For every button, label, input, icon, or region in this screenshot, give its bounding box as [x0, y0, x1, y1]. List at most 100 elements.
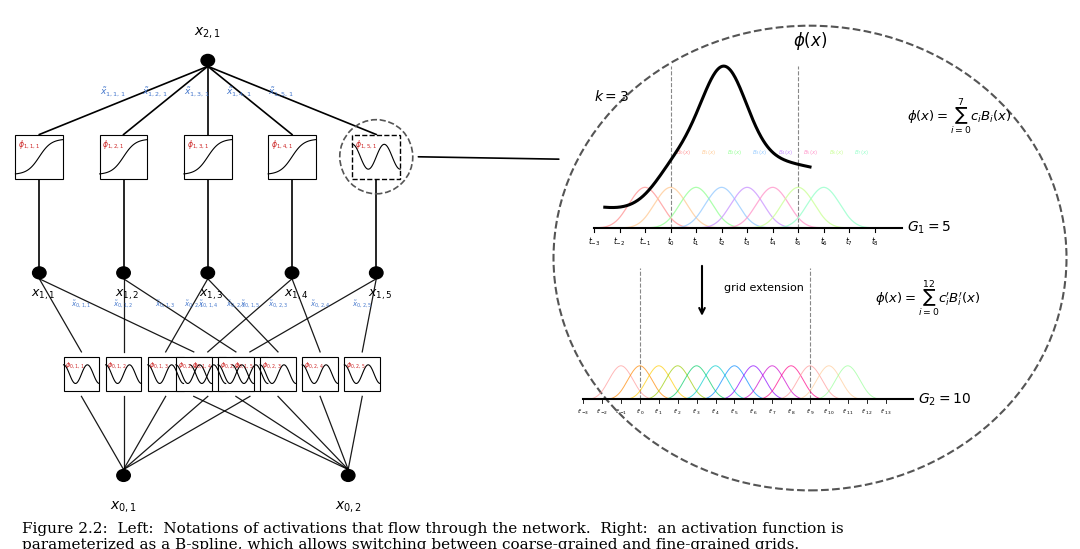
Text: $\phi_{0,1,4}$: $\phi_{0,1,4}$	[191, 360, 212, 370]
Text: $t_4$: $t_4$	[769, 236, 777, 248]
Text: $B_0(x)$: $B_0(x)$	[676, 148, 691, 157]
Text: $\tilde{x}_{0,1,4}$: $\tilde{x}_{0,1,4}$	[198, 299, 218, 310]
FancyBboxPatch shape	[352, 135, 401, 179]
Text: $G_1 = 5$: $G_1 = 5$	[907, 220, 951, 236]
Text: $\tilde{x}_{0,1,1}$: $\tilde{x}_{0,1,1}$	[71, 299, 92, 310]
FancyBboxPatch shape	[106, 357, 141, 391]
Text: $\phi_{0,1,5}$: $\phi_{0,1,5}$	[233, 360, 253, 370]
FancyBboxPatch shape	[15, 135, 64, 179]
Text: $B_2(x)$: $B_2(x)$	[727, 148, 742, 157]
Text: $t'_{12}$: $t'_{12}$	[861, 407, 873, 417]
Text: $x_{0,1}$: $x_{0,1}$	[110, 500, 137, 515]
Text: $x_{1,2}$: $x_{1,2}$	[116, 288, 139, 302]
Circle shape	[32, 267, 46, 279]
Text: $\phi_{0,1,3}$: $\phi_{0,1,3}$	[149, 360, 170, 370]
FancyBboxPatch shape	[190, 357, 226, 391]
Text: $t'_{11}$: $t'_{11}$	[842, 407, 853, 417]
Text: $\tilde{x}_{1,3,1}$: $\tilde{x}_{1,3,1}$	[184, 86, 210, 99]
Text: $\tilde{x}_{0,2,4}$: $\tilde{x}_{0,2,4}$	[310, 299, 330, 310]
Text: $\phi_{1,3,1}$: $\phi_{1,3,1}$	[187, 138, 208, 152]
Text: $B_1(x)$: $B_1(x)$	[701, 148, 716, 157]
Text: $\phi_{0,2,5}$: $\phi_{0,2,5}$	[346, 360, 365, 370]
Text: Figure 2.2:  Left:  Notations of activations that flow through the network.  Rig: Figure 2.2: Left: Notations of activatio…	[22, 522, 843, 549]
Text: $\tilde{x}_{0,2,3}$: $\tilde{x}_{0,2,3}$	[268, 299, 288, 310]
Text: $t'_{13}$: $t'_{13}$	[880, 407, 891, 417]
Text: $\tilde{x}_{0,1,5}$: $\tilde{x}_{0,1,5}$	[240, 299, 260, 310]
Text: $\phi_{1,5,1}$: $\phi_{1,5,1}$	[355, 138, 377, 152]
Text: $t_{-2}$: $t_{-2}$	[613, 236, 625, 248]
Text: $\phi(x) = \sum_{i=0}^{12} c_i^{\prime} B_i^{\prime}(x)$: $\phi(x) = \sum_{i=0}^{12} c_i^{\prime} …	[875, 278, 981, 319]
FancyBboxPatch shape	[268, 135, 316, 179]
Text: $t'_2$: $t'_2$	[674, 407, 681, 417]
Text: $\tilde{x}_{0,2,5}$: $\tilde{x}_{0,2,5}$	[352, 299, 373, 310]
FancyBboxPatch shape	[176, 357, 212, 391]
Text: $x_{0,2}$: $x_{0,2}$	[335, 500, 362, 515]
Text: $\phi_{0,1,2}$: $\phi_{0,1,2}$	[107, 360, 126, 370]
Text: $t_8$: $t_8$	[870, 236, 879, 248]
Circle shape	[341, 469, 355, 481]
Text: $\phi_{0,2,3}$: $\phi_{0,2,3}$	[261, 360, 282, 370]
Text: $\tilde{x}_{1,5,1}$: $\tilde{x}_{1,5,1}$	[268, 86, 294, 99]
Text: $t_1$: $t_1$	[692, 236, 700, 248]
Text: $x_{2,1}$: $x_{2,1}$	[194, 26, 221, 41]
Text: $t'_{-1}$: $t'_{-1}$	[615, 407, 627, 417]
Text: $x_{1,4}$: $x_{1,4}$	[284, 288, 309, 302]
Text: $t_5$: $t_5$	[794, 236, 802, 248]
FancyBboxPatch shape	[218, 357, 254, 391]
Text: $\tilde{x}_{0,2,1}$: $\tilde{x}_{0,2,1}$	[184, 299, 204, 310]
Text: $\phi(x) = \sum_{i=0}^{7} c_i B_i(x)$: $\phi(x) = \sum_{i=0}^{7} c_i B_i(x)$	[907, 96, 1012, 137]
Text: $\phi_{0,2,1}$: $\phi_{0,2,1}$	[177, 360, 198, 370]
Text: $t_3$: $t_3$	[743, 236, 752, 248]
Text: $t'_9$: $t'_9$	[806, 407, 814, 417]
Text: $t'_{-3}$: $t'_{-3}$	[577, 407, 590, 417]
FancyBboxPatch shape	[148, 357, 184, 391]
Circle shape	[117, 267, 131, 279]
FancyBboxPatch shape	[260, 357, 296, 391]
Text: $t'_1$: $t'_1$	[654, 407, 663, 417]
Text: $\phi_{0,1,1}$: $\phi_{0,1,1}$	[65, 360, 85, 370]
FancyBboxPatch shape	[302, 357, 338, 391]
Text: $B_5(x)$: $B_5(x)$	[804, 148, 819, 157]
FancyBboxPatch shape	[184, 135, 232, 179]
Text: $\phi_{0,2,4}$: $\phi_{0,2,4}$	[303, 360, 324, 370]
Text: $\tilde{x}_{1,2,1}$: $\tilde{x}_{1,2,1}$	[141, 86, 167, 99]
Text: $t'_{-2}$: $t'_{-2}$	[596, 407, 608, 417]
Text: $x_{1,5}$: $x_{1,5}$	[368, 288, 392, 302]
Text: $\tilde{x}_{0,2,2}$: $\tilde{x}_{0,2,2}$	[226, 299, 246, 310]
Text: grid extension: grid extension	[724, 283, 804, 293]
Text: $t'_5$: $t'_5$	[730, 407, 739, 417]
Text: $B_6(x)$: $B_6(x)$	[828, 148, 845, 157]
Text: $t'_0$: $t'_0$	[635, 407, 645, 417]
Text: $k = 3$: $k = 3$	[594, 89, 629, 104]
Text: $x_{1,1}$: $x_{1,1}$	[31, 288, 55, 302]
Text: $\phi(x)$: $\phi(x)$	[793, 30, 827, 52]
FancyBboxPatch shape	[99, 135, 147, 179]
Text: $\tilde{x}_{0,1,3}$: $\tilde{x}_{0,1,3}$	[156, 299, 176, 310]
Text: $B_7(x)$: $B_7(x)$	[854, 148, 869, 157]
Text: $t'_7$: $t'_7$	[768, 407, 777, 417]
Text: $t_{-1}$: $t_{-1}$	[639, 236, 651, 248]
Text: $t'_6$: $t'_6$	[748, 407, 758, 417]
Text: $\phi_{1,2,1}$: $\phi_{1,2,1}$	[103, 138, 124, 152]
Text: $t'_8$: $t'_8$	[786, 407, 796, 417]
Text: $G_2 = 10$: $G_2 = 10$	[918, 391, 971, 408]
Text: $\tilde{x}_{1,1,1}$: $\tilde{x}_{1,1,1}$	[99, 86, 125, 99]
Text: $t'_{10}$: $t'_{10}$	[823, 407, 835, 417]
Text: $\tilde{x}_{1,4,1}$: $\tilde{x}_{1,4,1}$	[226, 86, 252, 99]
Text: $B_4(x)$: $B_4(x)$	[778, 148, 793, 157]
Text: $B_3(x)$: $B_3(x)$	[753, 148, 768, 157]
Circle shape	[201, 54, 215, 66]
Text: $t'_4$: $t'_4$	[711, 407, 720, 417]
Circle shape	[201, 267, 215, 279]
FancyBboxPatch shape	[232, 357, 268, 391]
Text: $x_{1,3}$: $x_{1,3}$	[200, 288, 224, 302]
FancyBboxPatch shape	[64, 357, 99, 391]
Text: $t_{-3}$: $t_{-3}$	[588, 236, 600, 248]
Text: $\phi_{1,1,1}$: $\phi_{1,1,1}$	[18, 138, 40, 152]
Text: $t_7$: $t_7$	[846, 236, 853, 248]
Text: $t'_3$: $t'_3$	[692, 407, 701, 417]
Text: $t_0$: $t_0$	[666, 236, 675, 248]
Circle shape	[117, 469, 131, 481]
Text: $\phi_{0,2,2}$: $\phi_{0,2,2}$	[219, 360, 239, 370]
Text: $\phi_{1,4,1}$: $\phi_{1,4,1}$	[271, 138, 293, 152]
